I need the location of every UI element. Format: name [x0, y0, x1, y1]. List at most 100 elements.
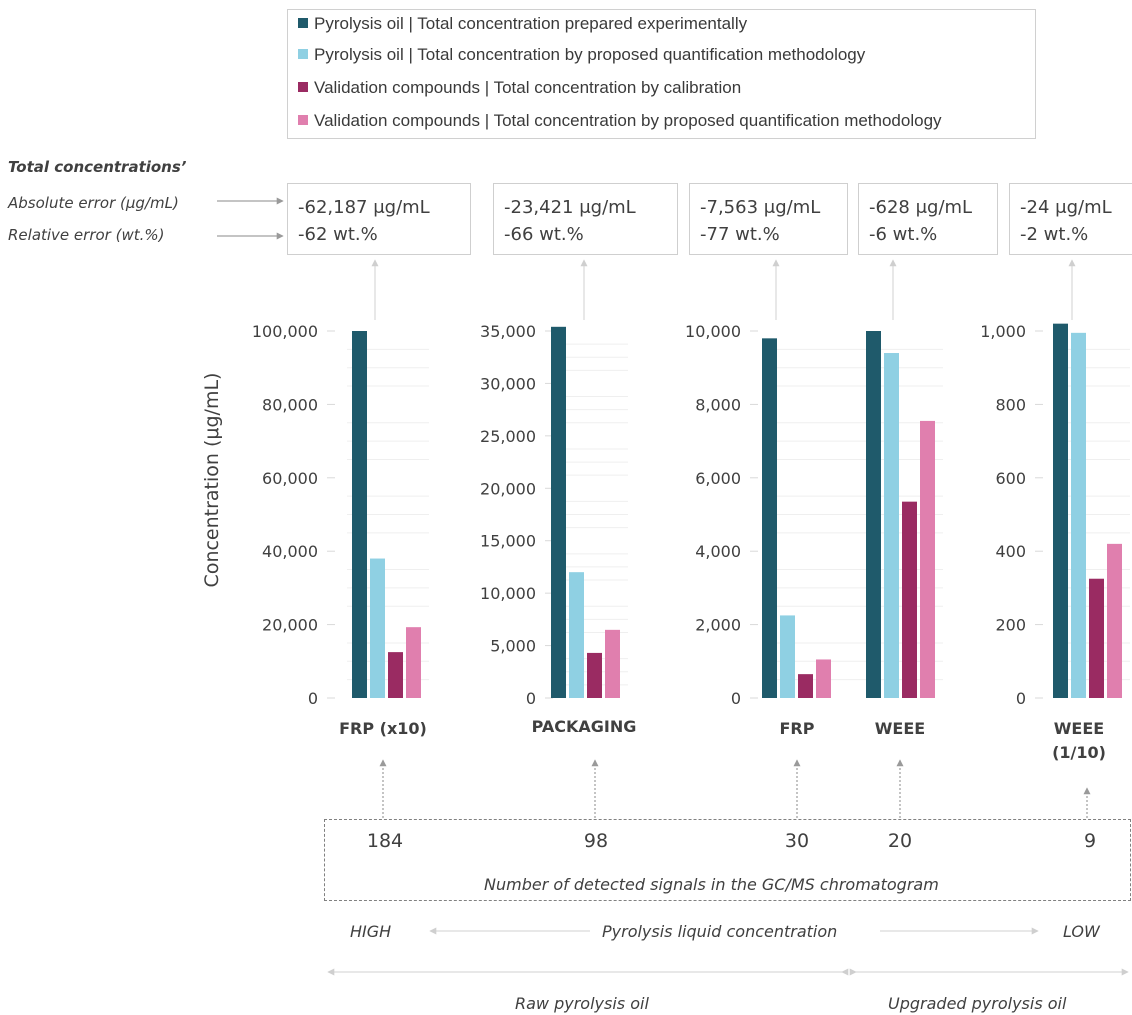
legend-swatch — [298, 18, 308, 28]
y-tick-label: 100,000 — [252, 322, 318, 341]
category-label: WEEE — [1054, 719, 1104, 738]
legend-item: Validation compounds | Total concentrati… — [298, 111, 942, 131]
signal-count: 30 — [784, 830, 810, 852]
signals-box — [324, 819, 1131, 901]
signal-count: 98 — [583, 830, 609, 852]
category-label: PACKAGING — [532, 717, 637, 736]
y-tick-label: 8,000 — [695, 395, 741, 414]
bar — [866, 331, 881, 698]
absolute-error-value: -23,421 μg/mL — [504, 197, 636, 218]
chart-panel: 0 20,000 40,000 60,000 80,000 100,000 FRP (x10… — [252, 322, 429, 738]
relative-error-value: -2 wt.% — [1020, 224, 1089, 245]
category-label: FRP (x10) — [339, 719, 427, 738]
relative-error-value: -62 wt.% — [298, 224, 378, 245]
signal-count: 20 — [887, 830, 913, 852]
bar — [816, 659, 831, 698]
bar — [902, 501, 917, 698]
chart-panel: 0 2,000 4,000 6,000 8,000 10,000 FRP WEEE — [685, 322, 943, 738]
legend-swatch — [298, 82, 308, 92]
absolute-error-value: -62,187 μg/mL — [298, 197, 430, 218]
bar — [370, 558, 385, 698]
y-tick-label: 30,000 — [480, 374, 536, 393]
bar — [352, 331, 367, 698]
y-tick-label: 0 — [1016, 689, 1026, 708]
y-tick-label: 0 — [526, 689, 536, 708]
y-tick-label: 400 — [995, 542, 1026, 561]
bar — [1053, 323, 1068, 698]
y-tick-label: 20,000 — [480, 479, 536, 498]
legend-label: Pyrolysis oil | Total concentration by p… — [314, 45, 866, 64]
y-tick-label: 60,000 — [262, 469, 318, 488]
legend-item: Pyrolysis oil | Total concentration prep… — [298, 14, 747, 34]
y-tick-label: 10,000 — [685, 322, 741, 341]
bar — [920, 420, 935, 698]
y-tick-label: 20,000 — [262, 616, 318, 635]
signal-count: 184 — [366, 830, 404, 852]
category-label: WEEE — [875, 719, 925, 738]
error-box: -628 μg/mL -6 wt.% — [858, 183, 998, 255]
chart-panel: 0 200 400 600 800 1,000 WEEE (1/10) — [980, 322, 1130, 762]
relative-error-value: -77 wt.% — [700, 224, 780, 245]
error-box: -23,421 μg/mL -66 wt.% — [493, 183, 678, 255]
y-tick-label: 10,000 — [480, 584, 536, 603]
relative-error-value: -66 wt.% — [504, 224, 584, 245]
absolute-error-label: Absolute error (μg/mL) — [8, 194, 179, 212]
category-label: FRP — [780, 719, 815, 738]
legend: Pyrolysis oil | Total concentration prep… — [287, 9, 1036, 139]
legend-swatch — [298, 115, 308, 125]
bar — [1089, 578, 1104, 698]
y-tick-label: 600 — [995, 469, 1026, 488]
error-box: -24 μg/mL -2 wt.% — [1009, 183, 1132, 255]
signal-count: 9 — [1083, 830, 1097, 852]
errors-heading: Total concentrations’ — [8, 158, 187, 176]
y-tick-label: 0 — [731, 689, 741, 708]
legend-item: Pyrolysis oil | Total concentration by p… — [298, 45, 865, 65]
bar — [884, 353, 899, 698]
signals-caption: Number of detected signals in the GC/MS … — [484, 875, 939, 894]
absolute-error-value: -24 μg/mL — [1020, 197, 1112, 218]
legend-label: Validation compounds | Total concentrati… — [314, 111, 942, 130]
error-box: -62,187 μg/mL -62 wt.% — [287, 183, 471, 255]
relative-error-label: Relative error (wt.%) — [8, 226, 165, 244]
bar — [780, 615, 795, 698]
upgraded-oil-label: Upgraded pyrolysis oil — [888, 994, 1067, 1013]
chart-panel: 0 5,000 10,000 15,000 20,000 25,000 30,000 35,0… — [480, 322, 636, 736]
bar — [605, 629, 620, 698]
legend-label: Validation compounds | Total concentrati… — [314, 78, 742, 97]
category-label: (1/10) — [1052, 743, 1106, 762]
bar — [551, 326, 566, 698]
y-tick-label: 5,000 — [490, 637, 536, 656]
relative-error-value: -6 wt.% — [869, 224, 938, 245]
bar — [762, 338, 777, 698]
absolute-error-value: -7,563 μg/mL — [700, 197, 821, 218]
bar — [569, 572, 584, 698]
bar — [587, 652, 602, 698]
y-tick-label: 6,000 — [695, 469, 741, 488]
legend-label: Pyrolysis oil | Total concentration prep… — [314, 14, 748, 33]
y-tick-label: 25,000 — [480, 427, 536, 446]
legend-swatch — [298, 49, 308, 59]
y-tick-label: 35,000 — [480, 322, 536, 341]
concentration-scale-label: Pyrolysis liquid concentration — [602, 922, 838, 941]
y-tick-label: 15,000 — [480, 532, 536, 551]
error-box: -7,563 μg/mL -77 wt.% — [689, 183, 848, 255]
y-axis-label: Concentration (μg/mL) — [201, 373, 223, 588]
low-label: LOW — [1063, 922, 1100, 941]
y-tick-label: 800 — [995, 395, 1026, 414]
y-tick-label: 4,000 — [695, 542, 741, 561]
bar — [798, 674, 813, 698]
y-tick-label: 2,000 — [695, 616, 741, 635]
y-tick-label: 80,000 — [262, 395, 318, 414]
absolute-error-value: -628 μg/mL — [869, 197, 973, 218]
y-tick-label: 40,000 — [262, 542, 318, 561]
y-tick-label: 1,000 — [980, 322, 1026, 341]
bar — [406, 627, 421, 698]
high-label: HIGH — [350, 922, 392, 941]
legend-item: Validation compounds | Total concentrati… — [298, 78, 741, 98]
bar — [1071, 332, 1086, 698]
raw-oil-label: Raw pyrolysis oil — [515, 994, 649, 1013]
y-tick-label: 0 — [308, 689, 318, 708]
bar — [388, 652, 403, 698]
y-tick-label: 200 — [995, 616, 1026, 635]
